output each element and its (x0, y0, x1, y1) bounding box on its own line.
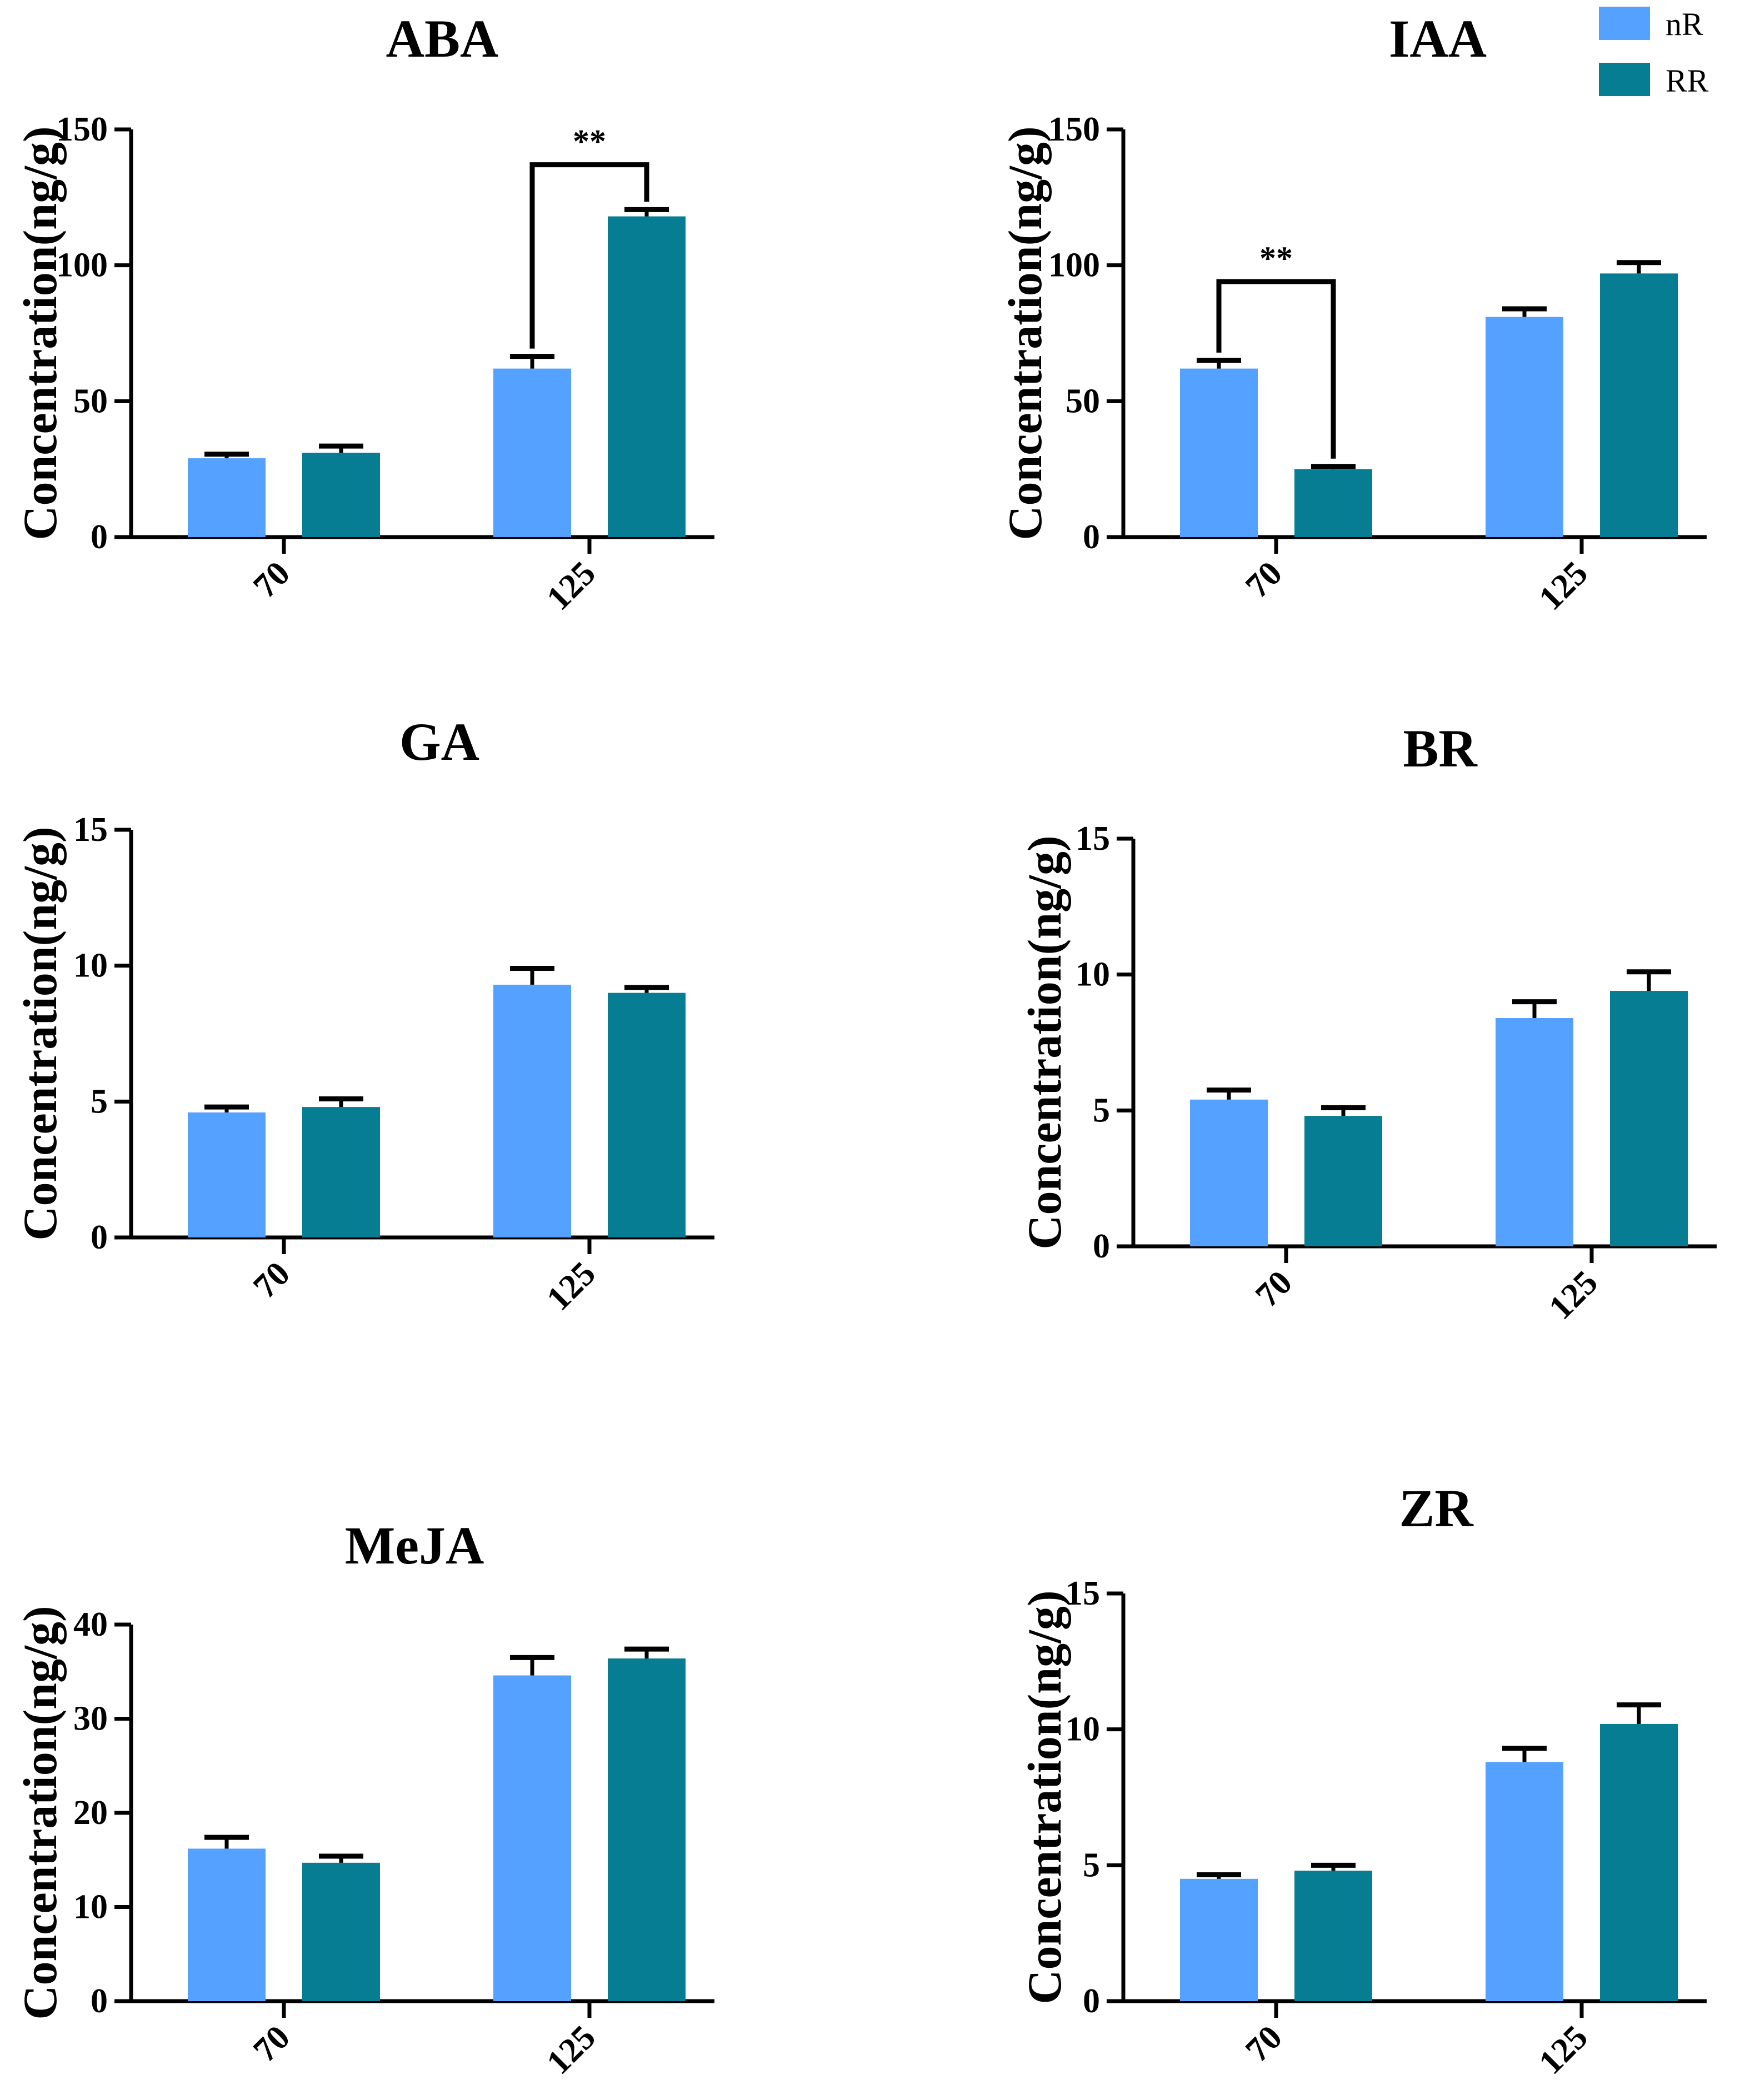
y-tick-label: 150 (1048, 111, 1100, 148)
bar-RR-125 (608, 216, 686, 537)
y-tick-label: 0 (91, 518, 108, 556)
legend-label-nR: nR (1666, 6, 1703, 42)
bar-RR-125 (608, 1658, 686, 2001)
y-axis-label: Concentration(ng/g) (13, 126, 67, 540)
chart-title: GA (399, 712, 479, 771)
y-tick-label: 0 (91, 1982, 108, 2020)
y-axis-label: Concentration(ng/g) (13, 826, 67, 1240)
legend-swatch-RR (1599, 63, 1650, 96)
bar-RR-70 (302, 453, 380, 537)
y-tick-label: 40 (73, 1606, 108, 1643)
bar-nR-125 (1486, 317, 1563, 537)
bar-RR-70 (1294, 1871, 1372, 2001)
bar-RR-125 (1610, 991, 1688, 1246)
y-tick-label: 5 (91, 1082, 108, 1120)
y-tick-label: 15 (1066, 1575, 1100, 1612)
bar-RR-125 (1600, 1723, 1678, 2001)
chart-title: IAA (1389, 9, 1487, 68)
y-tick-label: 10 (1066, 1711, 1100, 1748)
y-tick-label: 0 (91, 1219, 108, 1256)
significance-bracket (1216, 279, 1336, 459)
y-tick-label: 0 (1093, 1227, 1110, 1265)
y-tick-label: 20 (73, 1794, 108, 1832)
y-axis-label: Concentration(ng/g) (13, 1606, 67, 2019)
legend: nR RR (1599, 6, 1709, 99)
y-tick-label: 30 (73, 1700, 108, 1738)
chart-title: ZR (1399, 1478, 1474, 1538)
y-tick-label: 10 (73, 1888, 108, 1926)
bar-nR-70 (1190, 1099, 1268, 1246)
bar-RR-125 (608, 993, 686, 1237)
legend-swatch-nR (1599, 7, 1650, 40)
chart-title: BR (1403, 719, 1478, 778)
y-axis-label: Concentration(ng/g) (1018, 835, 1071, 1249)
bar-nR-70 (1180, 1878, 1258, 2001)
y-axis-label: Concentration(ng/g) (998, 126, 1052, 540)
bar-RR-70 (302, 1107, 380, 1237)
y-tick-label: 0 (1083, 518, 1100, 556)
bar-RR-70 (1304, 1116, 1382, 1246)
bar-nR-125 (1496, 1018, 1573, 1246)
y-tick-label: 100 (1048, 247, 1100, 284)
bar-RR-70 (1294, 469, 1372, 537)
significance-label: ** (1259, 240, 1293, 277)
chart-title: ABA (386, 9, 499, 68)
bar-nR-125 (493, 368, 571, 537)
y-tick-label: 5 (1083, 1846, 1100, 1884)
bar-nR-125 (493, 1675, 571, 2001)
y-tick-label: 15 (73, 811, 108, 849)
legend-label-RR: RR (1666, 63, 1709, 99)
y-tick-label: 0 (1083, 1982, 1100, 2020)
y-tick-label: 15 (1076, 820, 1110, 858)
bar-nR-70 (188, 1848, 266, 2001)
significance-bracket (529, 162, 649, 349)
bar-nR-70 (188, 1112, 266, 1237)
bar-nR-125 (1486, 1762, 1563, 2001)
chart-title: MeJA (345, 1516, 484, 1575)
y-tick-label: 50 (1066, 382, 1100, 420)
bar-RR-125 (1600, 273, 1678, 537)
bar-RR-70 (302, 1862, 380, 2001)
y-tick-label: 5 (1093, 1091, 1110, 1129)
y-axis-label: Concentration(ng/g) (1018, 1590, 1071, 2004)
y-tick-label: 50 (73, 382, 108, 420)
bar-nR-70 (1180, 368, 1258, 537)
y-tick-label: 10 (73, 947, 108, 985)
bar-nR-125 (493, 984, 571, 1237)
significance-label: ** (573, 123, 606, 160)
bar-nR-70 (188, 458, 266, 537)
y-tick-label: 10 (1076, 956, 1110, 994)
y-tick-label: 150 (56, 111, 108, 148)
y-tick-label: 100 (56, 247, 108, 284)
